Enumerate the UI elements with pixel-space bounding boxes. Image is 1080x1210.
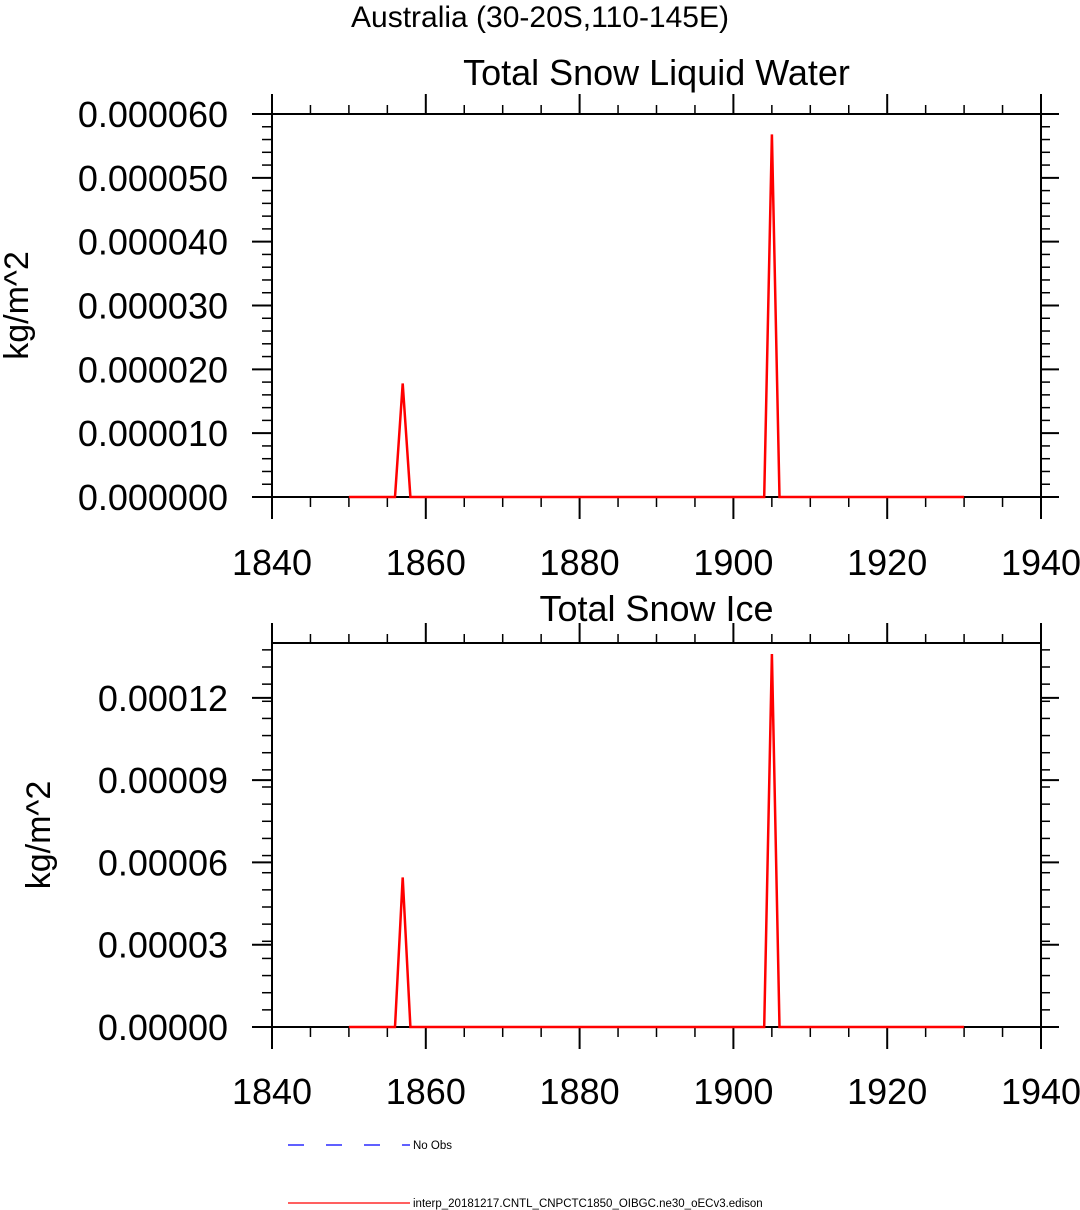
x-tick-label: 1920 xyxy=(847,542,927,583)
y-tick-label: 0.00003 xyxy=(98,925,228,966)
legend-item-no-obs: No Obs xyxy=(288,1140,452,1152)
y-axis-label: kg/m^2 xyxy=(0,251,36,360)
y-tick-label: 0.00012 xyxy=(98,678,228,719)
y-tick-label: 0.000010 xyxy=(78,413,228,454)
x-tick-label: 1880 xyxy=(540,542,620,583)
y-axis-label: kg/m^2 xyxy=(20,781,58,890)
legend: No Obs interp_20181217.CNTL_CNPCTC1850_O… xyxy=(288,1140,763,1210)
chart-title: Total Snow Ice xyxy=(539,588,773,629)
x-tick-label: 1840 xyxy=(232,542,312,583)
legend-label-no-obs: No Obs xyxy=(413,1140,452,1152)
x-tick-label: 1840 xyxy=(232,1071,312,1112)
x-tick-label: 1920 xyxy=(847,1071,927,1112)
legend-item-model-run: interp_20181217.CNTL_CNPCTC1850_OIBGC.ne… xyxy=(288,1198,763,1210)
legend-label-model-run: interp_20181217.CNTL_CNPCTC1850_OIBGC.ne… xyxy=(413,1198,763,1210)
x-tick-label: 1900 xyxy=(693,1071,773,1112)
panel-total-snow-liquid-water: Total Snow Liquid Water kg/m^2 1840 1860 188… xyxy=(0,52,1080,583)
y-tick-label: 0.00009 xyxy=(98,760,228,801)
panel-total-snow-ice: Total Snow Ice kg/m^2 1840 1860 1880 1900 1920… xyxy=(20,588,1080,1112)
y-tick-label: 0.000040 xyxy=(78,222,228,263)
y-tick-label: 0.000030 xyxy=(78,286,228,327)
series-line xyxy=(348,653,965,1029)
series-line xyxy=(348,134,965,499)
y-tick-label: 0.000020 xyxy=(78,349,228,390)
chart-title: Total Snow Liquid Water xyxy=(463,52,850,93)
y-tick-label: 0.00006 xyxy=(98,842,228,883)
x-tick-label: 1900 xyxy=(693,542,773,583)
x-tick-label: 1940 xyxy=(1001,1071,1080,1112)
x-tick-label: 1860 xyxy=(386,542,466,583)
plot-frame xyxy=(271,113,1042,498)
x-tick-label: 1940 xyxy=(1001,542,1080,583)
y-tick-label: 0.000050 xyxy=(78,158,228,199)
figure-suptitle: Australia (30-20S,110-145E) xyxy=(351,1,729,34)
y-tick-label: 0.00000 xyxy=(98,1007,228,1048)
x-tick-label: 1860 xyxy=(386,1071,466,1112)
plot-frame xyxy=(271,642,1042,1028)
x-tick-label: 1880 xyxy=(540,1071,620,1112)
y-tick-label: 0.000060 xyxy=(78,94,228,135)
y-tick-label: 0.000000 xyxy=(78,477,228,518)
